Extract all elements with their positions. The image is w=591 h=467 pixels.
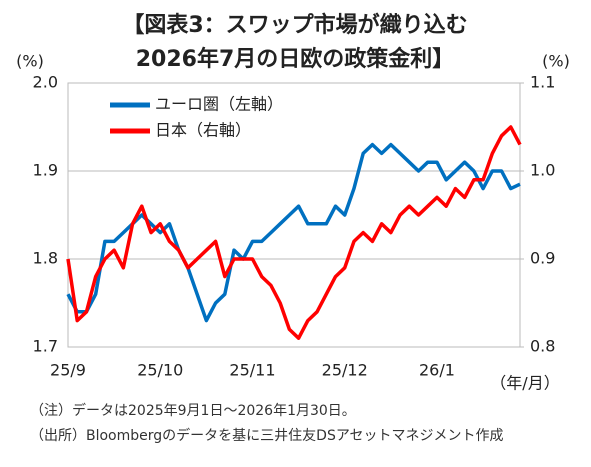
y-axis-label: (%) — [16, 52, 44, 71]
x-tick-label: 25/12 — [322, 361, 368, 380]
x-tick-label: 26/1 — [419, 361, 455, 380]
x-tick-label: 25/11 — [229, 361, 275, 380]
x-tick-label: 25/10 — [137, 361, 183, 380]
y-tick-label: 1.7 — [33, 337, 58, 356]
y2-tick-label: 1.1 — [530, 73, 555, 92]
x-tick-label: 25/9 — [50, 361, 86, 380]
y2-tick-label: 0.9 — [530, 249, 555, 268]
line-series — [66, 125, 522, 340]
y2-tick-label: 0.8 — [530, 337, 555, 356]
y2-tick-label: 1.0 — [530, 161, 555, 180]
y-tick-label: 1.8 — [33, 249, 58, 268]
line-series — [66, 142, 521, 323]
note: （注）データは2025年9月1日～2026年1月30日。 — [30, 402, 356, 419]
y-tick-label: 2.0 — [33, 73, 58, 92]
legend-label: 日本（右軸） — [155, 121, 251, 140]
legend-label: ユーロ圏（左軸） — [155, 95, 283, 114]
x-axis-label: （年/月） — [490, 374, 559, 393]
note: （出所）Bloombergのデータを基に三井住友DSアセットマネジメント作成 — [30, 427, 504, 444]
chart-title: 2026年7月の日欧の政策金利】 — [136, 46, 455, 72]
y-tick-label: 1.9 — [33, 161, 58, 180]
y2-axis-label: (%) — [542, 52, 570, 71]
chart-title: 【図表3：スワップ市場が織り込む — [122, 12, 467, 38]
